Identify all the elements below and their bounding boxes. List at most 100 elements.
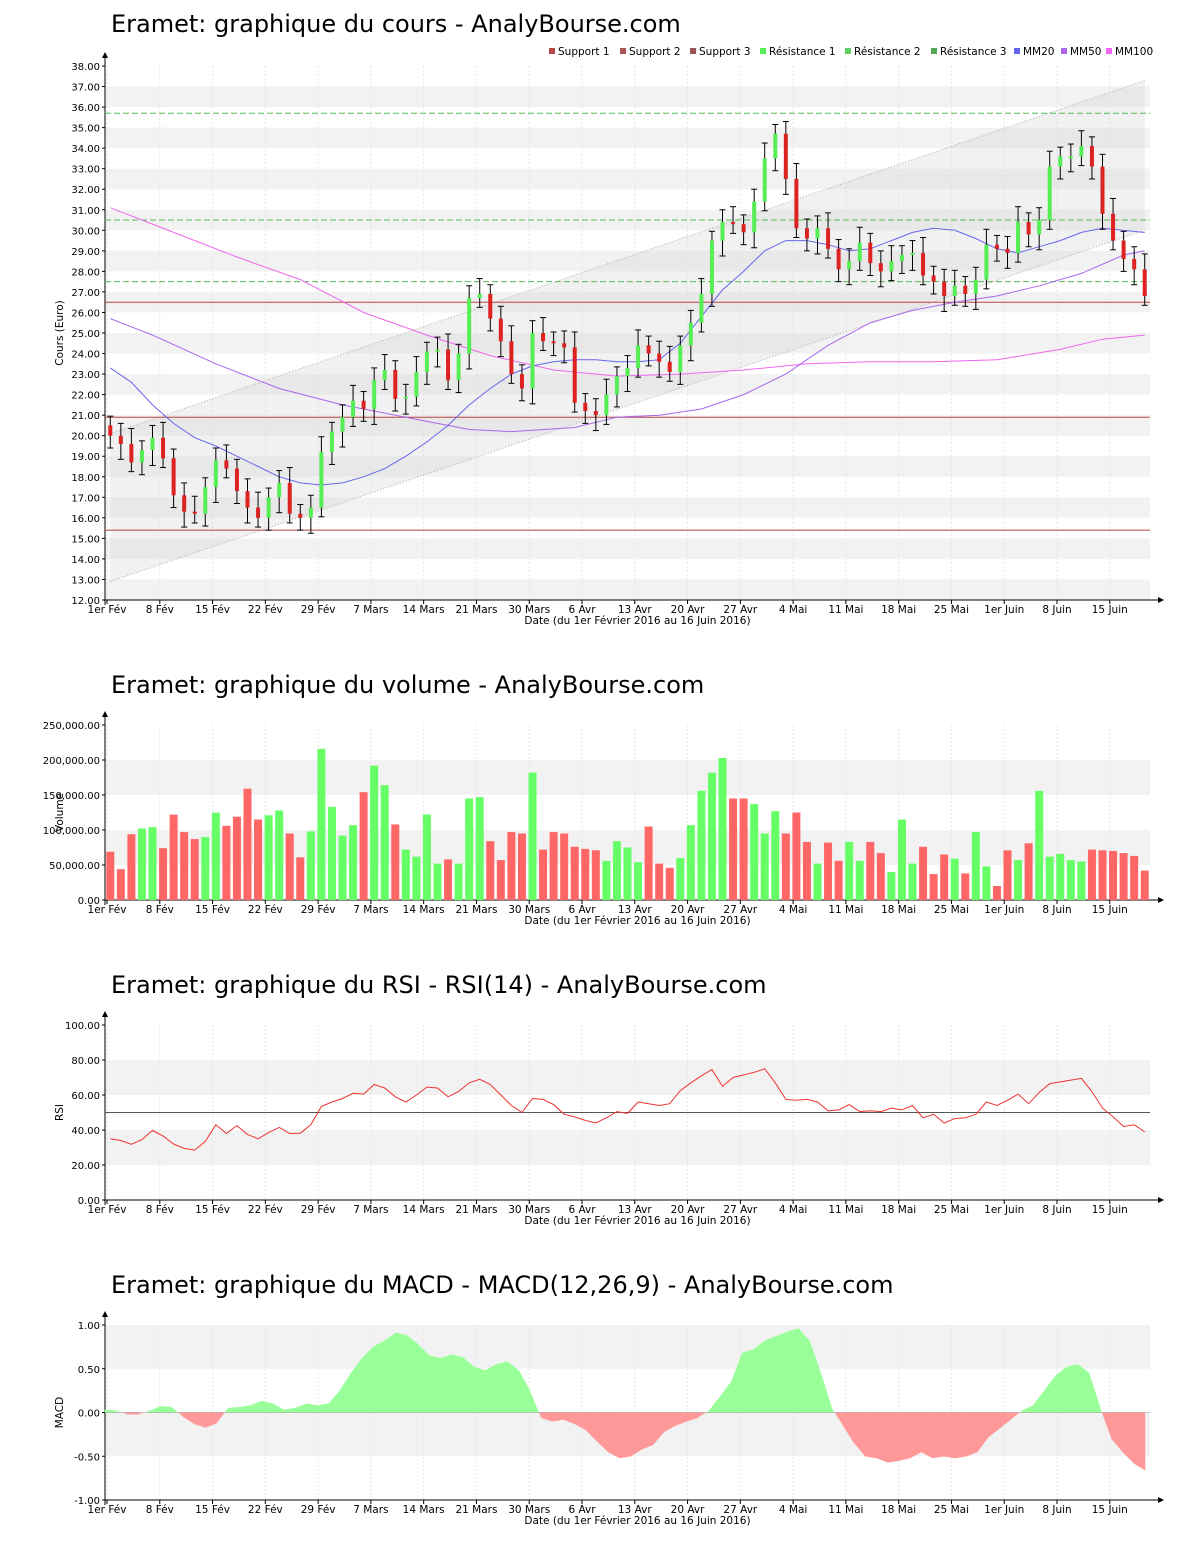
volume-bar: [380, 785, 389, 900]
legend-swatch: [1106, 48, 1112, 54]
volume-bar: [486, 841, 495, 900]
macd-area: [104, 1409, 117, 1413]
macd-area: [250, 1400, 262, 1413]
candle-body: [1016, 222, 1021, 253]
price-y-tick-label: 37.00: [71, 83, 100, 94]
volume-x-tick-label: 15 Fév: [195, 904, 230, 916]
macd-chart: -1.00 -0.50 0.00 0.50 1.00 1er Fév 8 Fév 15 Fév…: [54, 1311, 1164, 1527]
candle-body: [372, 380, 377, 409]
price-y-tick-label: 36.00: [71, 103, 100, 114]
price-x-tick-label: 15 Fév: [195, 604, 230, 616]
rsi-x-tick-label: 1er Juin: [984, 1204, 1024, 1216]
candle-body: [984, 244, 989, 280]
macd-area: [149, 1406, 162, 1413]
price-y-tick-label: 13.00: [71, 575, 100, 586]
volume-x-tick-label: 29 Fév: [301, 904, 336, 916]
macd-x-tick-label: 20 Avr: [671, 1504, 705, 1516]
price-x-tick-label: 29 Fév: [301, 604, 336, 616]
candle-body: [804, 228, 809, 239]
volume-bar: [507, 832, 516, 900]
macd-x-tick-label: 15 Fév: [195, 1504, 230, 1516]
candle-body: [382, 369, 387, 381]
macd-area: [272, 1403, 285, 1413]
volume-x-tick-label: 1er Juin: [984, 904, 1024, 916]
macd-area: [473, 1366, 486, 1413]
rsi-x-tick-label: 20 Avr: [671, 1204, 705, 1216]
rsi-y-arrow: [102, 1011, 108, 1017]
price-y-tick-label: 21.00: [71, 411, 100, 422]
macd-area: [1101, 1412, 1112, 1439]
trend-channel: [110, 80, 1145, 582]
price-y-tick-label: 38.00: [71, 62, 100, 73]
volume-bar: [982, 866, 991, 900]
price-y-tick-label: 15.00: [71, 534, 100, 545]
macd-area: [518, 1369, 531, 1413]
price-chart-title: Eramet: graphique du cours - AnalyBourse…: [111, 10, 681, 38]
candle-body: [446, 349, 451, 381]
candle-body: [847, 261, 852, 270]
legend-label: Résistance 2: [854, 46, 921, 58]
volume-y-axis-label: Volume: [54, 793, 66, 832]
candle-body: [351, 400, 356, 418]
candle-body: [541, 333, 546, 342]
candle-body: [794, 178, 799, 229]
volume-bar: [549, 832, 558, 900]
volume-bar: [1024, 843, 1033, 900]
rsi-x-tick-label: 6 Avr: [568, 1204, 596, 1216]
candle-body: [319, 452, 324, 508]
macd-x-tick-label: 15 Juin: [1092, 1504, 1128, 1516]
volume-bar: [908, 863, 917, 900]
macd-y-tick-label: -1.00: [74, 1496, 100, 1507]
volume-x-tick-label: 1er Fév: [88, 904, 127, 916]
legend-label: Support 1: [558, 46, 610, 58]
price-y-tick-label: 14.00: [71, 555, 100, 566]
volume-y-arrow: [102, 711, 108, 717]
macd-area: [820, 1373, 833, 1413]
macd-area: [178, 1412, 184, 1417]
rsi-y-tick-label: 0.00: [78, 1196, 100, 1207]
price-y-tick-label: 22.00: [71, 391, 100, 402]
candle-body: [329, 431, 334, 453]
volume-bar: [771, 811, 780, 900]
rsi-x-tick-label: 11 Mai: [828, 1204, 863, 1216]
macd-area: [306, 1403, 318, 1413]
volume-bar: [148, 827, 157, 900]
macd-area: [742, 1349, 754, 1413]
price-x-tick-label: 27 Avr: [723, 604, 757, 616]
candle-body: [498, 318, 503, 342]
macd-area: [417, 1343, 430, 1413]
volume-bar: [792, 812, 801, 900]
candle-body: [973, 279, 978, 294]
price-y-tick-label: 20.00: [71, 432, 100, 443]
candle-body: [709, 240, 714, 294]
rsi-x-tick-label: 8 Fév: [146, 1204, 174, 1216]
candle-body: [593, 411, 598, 416]
volume-bar: [1109, 851, 1118, 900]
macd-x-axis-label: Date (du 1er Février 2016 au 16 Juin 201…: [524, 1515, 750, 1527]
macd-area: [496, 1361, 508, 1413]
legend-swatch: [760, 48, 766, 54]
macd-x-tick-label: 7 Mars: [353, 1504, 388, 1516]
macd-area: [1044, 1375, 1056, 1413]
volume-x-tick-label: 7 Mars: [353, 904, 388, 916]
legend-label: MM100: [1115, 46, 1153, 58]
price-band: [105, 415, 1150, 436]
volume-bar: [602, 860, 611, 900]
volume-bar: [802, 841, 811, 900]
candle-body: [836, 248, 841, 270]
volume-x-tick-label: 4 Mai: [779, 904, 807, 916]
macd-y-axis-label: MACD: [54, 1397, 66, 1428]
volume-bar: [285, 833, 294, 900]
candle-body: [519, 374, 524, 389]
legend-swatch: [690, 48, 696, 54]
rsi-x-tick-label: 18 Mai: [881, 1204, 916, 1216]
macd-area: [898, 1412, 911, 1461]
candle-body: [161, 437, 166, 459]
macd-area: [619, 1412, 631, 1459]
macd-area: [708, 1396, 721, 1413]
macd-band: [105, 1325, 1150, 1369]
volume-bar: [866, 841, 875, 900]
rsi-x-tick-label: 13 Avr: [618, 1204, 652, 1216]
volume-bar: [940, 854, 949, 900]
rsi-x-tick-label: 8 Juin: [1042, 1204, 1071, 1216]
